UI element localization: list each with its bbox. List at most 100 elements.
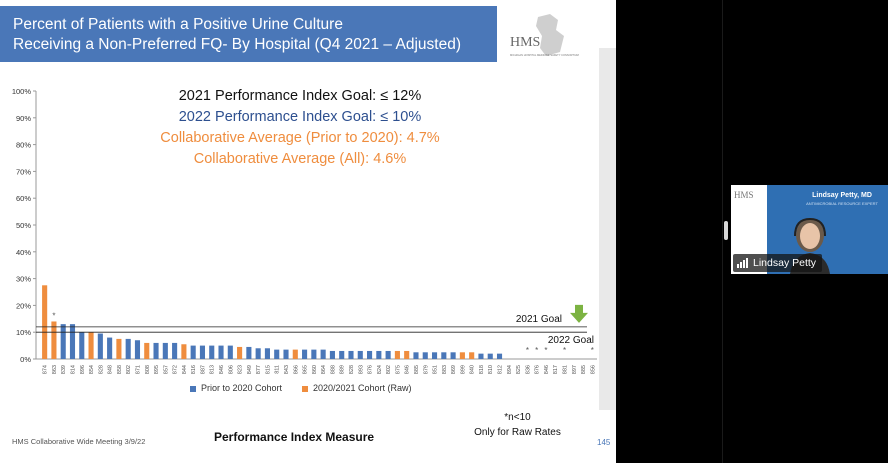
participant-video-tile[interactable]: HMS Lindsay Petty, MD ANTIMICROBIAL RESO…: [731, 185, 888, 274]
bar: [283, 349, 289, 359]
bar: [246, 346, 252, 359]
participant-name: Lindsay Petty: [753, 257, 817, 269]
hms-logo: HMS MICHIGAN HOSPITAL MEDICINE SAFETY CO…: [510, 14, 579, 57]
x-tick-label: 815: [265, 365, 271, 374]
bar: [302, 349, 308, 359]
legend-prior-swatch: [190, 385, 196, 392]
x-tick-label: 893: [358, 365, 364, 374]
bar: [311, 349, 317, 359]
panel-divider: [722, 0, 723, 463]
x-tick-label: 860: [312, 365, 318, 374]
x-tick-label: 802: [126, 365, 132, 374]
footnote: *n<10 Only for Raw Rates: [460, 410, 575, 440]
legend-prior: Prior to 2020 Cohort: [190, 383, 282, 393]
bar: [320, 349, 326, 359]
x-tick-label: 885: [414, 365, 420, 374]
x-tick-label: 828: [349, 365, 355, 374]
x-tick-label: 810: [488, 365, 494, 374]
x-tick-label: 811: [275, 365, 281, 374]
x-tick-label: 823: [238, 365, 244, 374]
y-tick-label: 60%: [16, 194, 31, 203]
x-tick-label: 869: [451, 365, 457, 374]
bar: [441, 352, 447, 359]
bar: [329, 350, 335, 359]
x-tick-label: 813: [210, 365, 216, 374]
y-tick-label: 100%: [12, 87, 32, 96]
bar: [227, 345, 233, 359]
y-tick-label: 10%: [16, 328, 31, 337]
bar: [69, 324, 76, 359]
bar: [125, 338, 131, 359]
slide-title: Percent of Patients with a Positive Urin…: [13, 15, 461, 55]
x-tick-label: 899: [460, 365, 466, 374]
goal-2021-label: 2021 Goal: [516, 314, 562, 325]
bar: [469, 352, 475, 359]
bar: [255, 348, 261, 359]
bar: [199, 345, 206, 359]
participant-name-bar: Lindsay Petty: [733, 254, 823, 272]
bar: [404, 350, 410, 359]
panel-resize-handle[interactable]: [724, 221, 728, 240]
footnote-line-1: *n<10: [504, 412, 531, 423]
hms-logo-text: HMS: [510, 35, 540, 50]
page-number: 145: [597, 438, 611, 447]
x-tick-label: 872: [173, 365, 179, 374]
bar: [172, 342, 178, 359]
legend-raw-label: 2020/2021 Cohort (Raw): [313, 383, 412, 393]
collab-average-all-text: Collaborative Average (All): 4.6%: [193, 151, 407, 167]
x-tick-label: 896: [80, 365, 86, 374]
x-tick-label: 895: [154, 365, 160, 374]
x-tick-label: 879: [423, 365, 429, 374]
bar: [385, 350, 391, 359]
x-tick-label: 874: [43, 365, 49, 374]
footnote-line-2: Only for Raw Rates: [474, 427, 561, 438]
bar: [274, 349, 280, 359]
bar: [292, 349, 298, 359]
hms-logo-subtext: MICHIGAN HOSPITAL MEDICINE SAFETY CONSOR…: [510, 53, 579, 57]
x-tick-label: 876: [368, 365, 374, 374]
x-tick-label: 825: [516, 365, 522, 374]
x-tick-label: 844: [182, 365, 188, 374]
presenter-subtitle: ANTIMICROBIAL RESOURCE EXPERT: [806, 201, 878, 206]
slide-title-line-1: Percent of Patients with a Positive Urin…: [13, 16, 343, 33]
bar: [134, 340, 141, 359]
legend-raw-swatch: [302, 385, 308, 392]
x-tick-label: 828: [98, 365, 104, 374]
x-tick-label: 816: [191, 365, 197, 374]
asterisk-marker: *: [591, 346, 594, 355]
bar: [60, 324, 66, 359]
x-tick-label: 857: [163, 365, 169, 374]
x-tick-label: 818: [479, 365, 485, 374]
slide-scrollbar[interactable]: [599, 48, 616, 410]
legend-raw: 2020/2021 Cohort (Raw): [302, 383, 412, 393]
x-tick-label: 851: [433, 365, 439, 374]
presenter-title: Lindsay Petty, MD: [812, 192, 872, 199]
bar: [339, 350, 345, 359]
bar: [51, 321, 57, 359]
x-tick-label: 876: [535, 365, 541, 374]
x-tick-label: 802: [386, 365, 392, 374]
y-tick-label: 30%: [16, 275, 31, 284]
video-hms-logo: HMS: [734, 190, 754, 200]
x-tick-label: 846: [544, 365, 550, 374]
slide-title-line-2: Receiving a Non-Preferred FQ- By Hospita…: [13, 36, 461, 53]
bar: [376, 350, 382, 359]
asterisk-marker: *: [535, 346, 538, 355]
y-tick-label: 90%: [16, 114, 31, 123]
goal-2022-label: 2022 Goal: [548, 335, 594, 346]
bar: [496, 353, 503, 359]
x-tick-label: 883: [442, 365, 448, 374]
bar: [162, 342, 168, 359]
x-tick-label: 849: [247, 365, 253, 374]
y-tick-label: 20%: [16, 301, 31, 310]
x-tick-label: 889: [340, 365, 346, 374]
bar-chart: 0% 10% 20% 30% 40% 50% 60% 70% 80% 90% 100% 874 863 *…: [12, 87, 597, 374]
x-tick-label: 812: [498, 365, 504, 374]
x-tick-label: 863: [52, 365, 58, 374]
goals-text-block: 2021 Performance Index Goal: ≤ 12% 2022 …: [100, 86, 500, 170]
x-tick-label: 839: [61, 365, 67, 374]
footer-meeting-text: HMS Collaborative Wide Meeting 3/9/22: [12, 437, 146, 446]
bar: [394, 350, 400, 359]
collab-average-prior-text: Collaborative Average (Prior to 2020): 4…: [160, 130, 440, 146]
bar: [144, 342, 150, 359]
